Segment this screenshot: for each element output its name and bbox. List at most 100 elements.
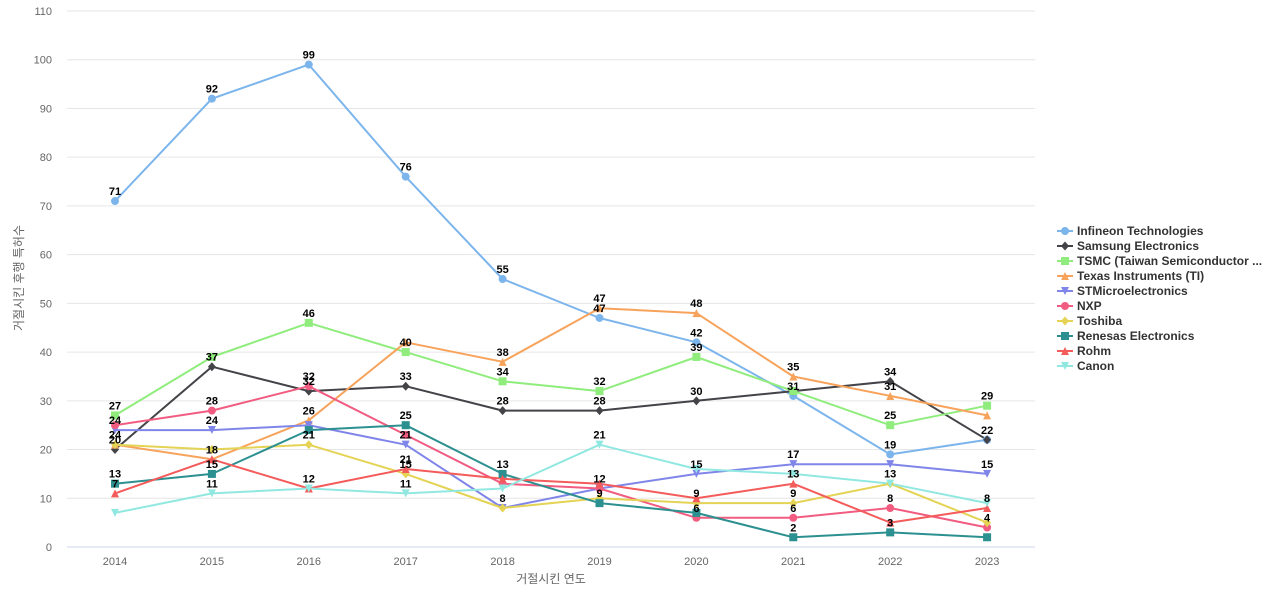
data-point — [595, 406, 604, 416]
legend-item[interactable]: Rohm — [1057, 344, 1111, 358]
data-label: 13 — [496, 459, 508, 471]
y-axis-ticks: 0 10 20 30 40 50 60 70 80 90 100 110 — [34, 6, 52, 554]
data-label: 21 — [303, 430, 315, 442]
data-label: 21 — [400, 454, 412, 466]
data-point — [401, 440, 410, 449]
data-point — [498, 474, 507, 483]
series-line — [114, 458, 989, 524]
x-tick-label: 2023 — [975, 556, 999, 568]
data-point — [304, 60, 313, 69]
data-label: 40 — [400, 337, 412, 349]
legend-label: Samsung Electronics — [1077, 239, 1199, 253]
data-label: 47 — [593, 303, 605, 315]
legend-item[interactable]: Toshiba — [1057, 314, 1122, 328]
data-point — [304, 484, 313, 493]
data-label: 34 — [496, 366, 509, 378]
data-point — [304, 426, 313, 435]
data-point — [595, 304, 604, 313]
data-label: 28 — [206, 396, 218, 408]
y-tick-label: 70 — [40, 201, 52, 213]
data-label: 27 — [109, 400, 121, 412]
data-point — [692, 352, 701, 361]
data-point — [498, 484, 507, 493]
data-point — [401, 338, 410, 347]
data-point — [207, 406, 216, 415]
data-label: 7 — [112, 478, 118, 490]
legend-marker — [1061, 332, 1069, 340]
data-point — [983, 469, 992, 478]
legend-item[interactable]: Infineon Technologies — [1057, 224, 1204, 238]
data-point — [789, 460, 798, 469]
legend-item[interactable]: Samsung Electronics — [1057, 239, 1199, 253]
data-label: 32 — [303, 376, 315, 388]
legend-item[interactable]: Texas Instruments (TI) — [1057, 269, 1204, 283]
y-axis-title: 거절시킨 후행 특허수 — [11, 225, 26, 331]
data-label: 48 — [690, 298, 702, 310]
legend-item[interactable]: Renesas Electronics — [1057, 329, 1195, 343]
data-point — [401, 489, 410, 498]
series-line — [114, 385, 989, 529]
legend-marker — [1061, 302, 1069, 310]
data-point — [595, 499, 604, 508]
data-label: 9 — [596, 488, 602, 500]
data-point — [304, 421, 313, 430]
data-label: 35 — [787, 361, 799, 373]
series-line — [114, 443, 989, 524]
data-point — [886, 421, 895, 430]
legend-marker — [1061, 227, 1069, 235]
data-label: 39 — [690, 342, 702, 354]
data-point — [111, 197, 119, 206]
data-point — [401, 348, 410, 357]
data-label: 42 — [690, 327, 702, 339]
data-label: 99 — [303, 50, 315, 62]
data-label: 37 — [206, 352, 218, 364]
data-label: 29 — [981, 391, 993, 403]
series-line — [114, 321, 989, 427]
x-axis-ticks: 2014 2015 2016 2017 2018 2019 2020 2021 2022 2023 — [103, 556, 1000, 568]
data-point — [111, 440, 119, 450]
legend-item[interactable]: STMicroelectronics — [1057, 284, 1188, 298]
data-label: 21 — [400, 430, 412, 442]
legend-label: Toshiba — [1077, 314, 1122, 328]
data-label: 20 — [109, 435, 121, 447]
data-point — [207, 445, 216, 455]
data-point — [111, 508, 119, 517]
y-tick-label: 110 — [34, 6, 52, 18]
x-tick-label: 2016 — [297, 556, 321, 568]
data-label: 6 — [693, 503, 699, 515]
data-label: 76 — [400, 162, 412, 174]
data-label: 8 — [984, 493, 990, 505]
x-tick-label: 2015 — [200, 556, 224, 568]
x-tick-label: 2020 — [684, 556, 708, 568]
data-point — [789, 533, 798, 542]
legend-marker — [1061, 287, 1069, 295]
data-point — [401, 172, 410, 181]
series-line — [114, 63, 989, 456]
data-point — [983, 504, 992, 513]
data-label: 2 — [790, 522, 796, 534]
x-axis-title: 거절시킨 연도 — [516, 572, 586, 586]
legend-label: Infineon Technologies — [1077, 224, 1204, 238]
data-point — [111, 479, 119, 488]
data-label: 15 — [206, 459, 218, 471]
data-label: 32 — [593, 376, 605, 388]
data-label: 24 — [109, 415, 122, 427]
data-point — [789, 387, 798, 396]
data-label: 31 — [787, 381, 799, 393]
legend-label: TSMC (Taiwan Semiconductor ... — [1077, 254, 1262, 268]
data-label: 13 — [787, 469, 799, 481]
legend-item[interactable]: NXP — [1057, 299, 1102, 313]
data-point — [111, 489, 119, 498]
data-point — [789, 498, 798, 508]
y-tick-label: 10 — [40, 493, 52, 505]
data-point — [886, 504, 895, 513]
data-point — [401, 430, 410, 439]
data-point — [886, 376, 895, 386]
data-label: 13 — [109, 469, 121, 481]
y-tick-label: 80 — [40, 152, 52, 164]
data-label: 33 — [400, 371, 412, 383]
legend-item[interactable]: Canon — [1057, 359, 1114, 373]
y-tick-label: 60 — [40, 250, 52, 262]
legend-item[interactable]: TSMC (Taiwan Semiconductor ... — [1057, 254, 1262, 268]
